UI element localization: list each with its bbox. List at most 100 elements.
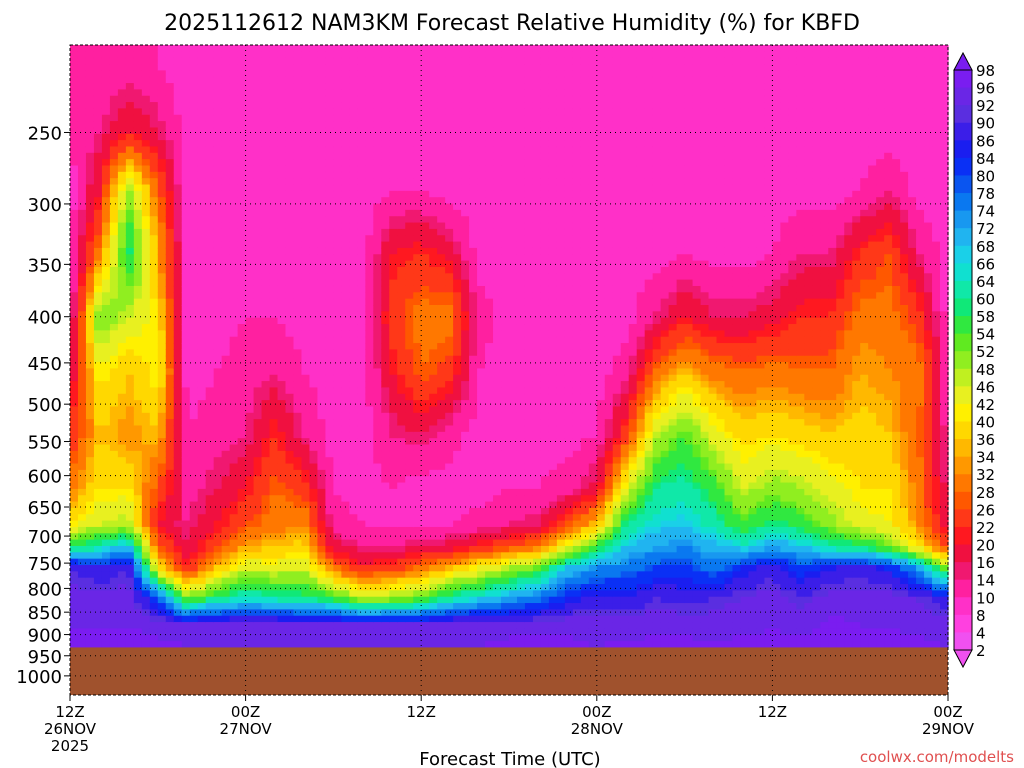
rh-cell xyxy=(109,95,119,103)
rh-cell xyxy=(461,285,470,293)
rh-cell xyxy=(253,216,263,224)
rh-cell xyxy=(205,463,215,471)
rh-cell xyxy=(397,171,406,179)
rh-cell xyxy=(405,330,414,338)
rh-cell xyxy=(317,552,327,560)
rh-cell xyxy=(141,273,151,281)
rh-cell xyxy=(485,266,494,274)
rh-cell xyxy=(189,628,199,636)
rh-cell xyxy=(101,412,111,420)
rh-cell xyxy=(77,247,87,255)
rh-cell xyxy=(157,273,167,281)
rh-cell xyxy=(333,469,342,477)
rh-cell xyxy=(453,457,462,465)
rh-cell xyxy=(421,324,430,331)
rh-cell xyxy=(317,545,327,553)
rh-cell xyxy=(141,577,151,585)
rh-cell xyxy=(373,609,382,617)
rh-cell xyxy=(261,209,271,217)
rh-cell xyxy=(389,488,398,496)
rh-cell xyxy=(477,374,486,382)
rh-cell xyxy=(189,412,199,420)
rh-cell xyxy=(437,558,446,566)
rh-cell xyxy=(341,279,350,287)
rh-cell xyxy=(157,488,167,496)
rh-cell xyxy=(141,488,151,496)
rh-cell xyxy=(413,95,422,103)
rh-cell xyxy=(101,222,111,230)
rh-cell xyxy=(293,254,303,262)
rh-cell xyxy=(333,235,342,243)
rh-cell xyxy=(389,514,398,522)
rh-cell xyxy=(173,64,183,71)
rh-cell xyxy=(261,292,271,300)
rh-cell xyxy=(381,114,390,122)
rh-cell xyxy=(301,330,311,338)
rh-cell xyxy=(293,425,303,433)
rh-cell xyxy=(357,609,366,617)
rh-cell xyxy=(109,641,119,649)
rh-cell xyxy=(157,495,167,503)
rh-cell xyxy=(389,57,398,65)
rh-cell xyxy=(93,520,103,528)
rh-cell xyxy=(149,539,159,547)
rh-cell xyxy=(389,609,398,617)
rh-cell xyxy=(333,609,342,617)
rh-cell xyxy=(373,571,382,579)
rh-cell xyxy=(301,545,311,553)
rh-cell xyxy=(101,507,111,515)
rh-cell xyxy=(253,305,263,312)
rh-cell xyxy=(317,64,327,71)
rh-cell xyxy=(229,285,239,293)
rh-cell xyxy=(397,127,406,135)
rh-cell xyxy=(445,146,454,154)
rh-cell xyxy=(453,317,462,325)
rh-cell xyxy=(309,228,319,236)
rh-cell xyxy=(413,273,422,281)
rh-cell xyxy=(277,70,287,78)
rh-cell xyxy=(437,114,446,122)
rh-cell xyxy=(213,76,223,84)
rh-cell xyxy=(389,311,398,319)
rh-cell xyxy=(325,393,334,401)
rh-cell xyxy=(277,450,287,458)
rh-cell xyxy=(333,507,342,515)
rh-cell xyxy=(253,577,263,585)
rh-cell xyxy=(157,133,167,141)
rh-cell xyxy=(101,501,111,509)
rh-cell xyxy=(325,603,334,610)
rh-cell xyxy=(437,279,446,287)
rh-cell xyxy=(77,76,87,84)
rh-cell xyxy=(437,266,446,274)
rh-cell xyxy=(293,628,303,636)
rh-cell xyxy=(173,419,183,427)
rh-cell xyxy=(405,381,414,389)
rh-cell xyxy=(373,247,382,255)
rh-cell xyxy=(221,425,231,433)
rh-cell xyxy=(133,628,143,636)
rh-cell xyxy=(173,305,183,312)
rh-cell xyxy=(437,622,446,629)
rh-cell xyxy=(261,431,271,439)
rh-cell xyxy=(165,526,175,534)
rh-cell xyxy=(261,482,271,490)
rh-cell xyxy=(101,260,111,268)
rh-cell xyxy=(237,564,247,572)
rh-cell xyxy=(165,476,175,484)
rh-cell xyxy=(133,152,143,160)
rh-cell xyxy=(229,76,239,84)
rh-cell xyxy=(365,57,374,65)
rh-cell xyxy=(461,400,470,408)
rh-cell xyxy=(373,438,382,446)
rh-cell xyxy=(445,152,454,160)
rh-cell xyxy=(405,406,414,414)
rh-cell xyxy=(181,419,191,427)
rh-cell xyxy=(293,495,303,503)
rh-cell xyxy=(429,260,438,268)
rh-cell xyxy=(237,254,247,262)
rh-cell xyxy=(77,406,87,414)
rh-cell xyxy=(133,577,143,585)
rh-cell xyxy=(261,387,271,395)
rh-cell xyxy=(85,622,95,629)
rh-cell xyxy=(485,228,494,236)
